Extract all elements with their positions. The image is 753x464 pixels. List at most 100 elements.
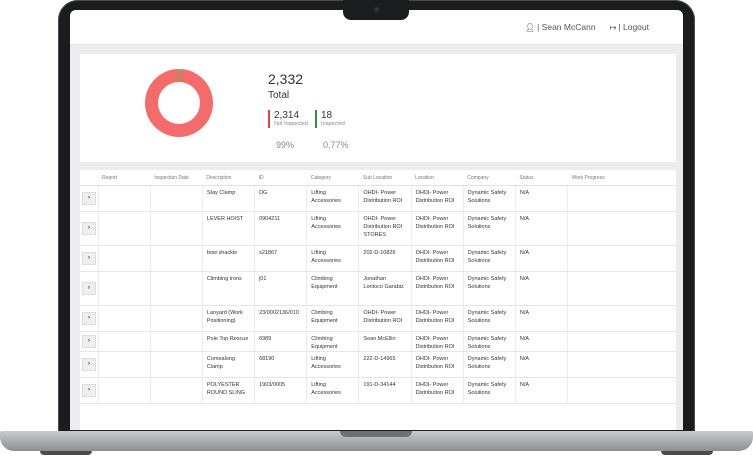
table-cell: DG bbox=[254, 185, 307, 212]
column-header[interactable]: Description bbox=[202, 170, 255, 186]
user-menu: 👤︎ | Sean McCann ↦ | Logout bbox=[525, 22, 649, 32]
table-cell: OHDI- Power Distribution ROI bbox=[410, 351, 464, 378]
app-screen: 👤︎ | Sean McCann ↦ | Logout 2,332 Total 2,… bbox=[70, 10, 683, 430]
table-cell bbox=[149, 211, 203, 246]
chevron-right-icon[interactable]: › bbox=[82, 312, 96, 325]
column-header[interactable]: Company bbox=[463, 170, 516, 186]
table-cell: OHDI- Power Distribution ROI bbox=[410, 305, 464, 332]
table-cell bbox=[567, 185, 676, 212]
column-header[interactable]: ID bbox=[254, 170, 307, 186]
table-cell: Climbing irons bbox=[201, 271, 255, 306]
camera-icon bbox=[374, 7, 379, 12]
table-cell: 68190 bbox=[254, 351, 307, 378]
logout-icon[interactable]: ↦ bbox=[609, 23, 617, 32]
column-header[interactable]: Status bbox=[515, 170, 568, 186]
table-cell bbox=[149, 351, 203, 378]
column-header[interactable]: Location bbox=[411, 170, 464, 186]
table-row[interactable]: › POLYESTER ROUND SLING 1903/0005 Lifting A… bbox=[80, 377, 676, 404]
table-cell: Dynamic Safety Solutions bbox=[462, 185, 516, 212]
table-cell: N/A bbox=[514, 211, 568, 246]
table-cell bbox=[567, 351, 676, 378]
table-cell: Climbing Equipment bbox=[306, 271, 359, 306]
table-cell: Jonathan Lontoco Garabiz bbox=[358, 271, 412, 306]
table-cell: N/A bbox=[514, 185, 568, 212]
table-cell: 6989 bbox=[254, 331, 307, 352]
table-cell: Lifting Accessories bbox=[306, 245, 359, 272]
expand-cell: › bbox=[80, 271, 99, 306]
column-header[interactable]: Inspection Date bbox=[150, 170, 203, 186]
table-cell: Lifting Accessories bbox=[306, 377, 359, 404]
table-cell: OHDI- Power Distribution ROI bbox=[410, 185, 464, 212]
table-cell bbox=[567, 271, 676, 306]
chevron-right-icon[interactable]: › bbox=[82, 384, 96, 397]
table-row[interactable]: › Comealong Clamp 68190 Lifting Accessories… bbox=[80, 351, 676, 378]
column-header[interactable]: Sub Location bbox=[358, 170, 412, 186]
total-count: 2,332 bbox=[268, 71, 304, 87]
inspected-stat: 18 Inspected bbox=[315, 110, 345, 128]
table-cell: Pole Top Rescue bbox=[201, 331, 255, 352]
table-cell: OHDI- Power Distribution ROI bbox=[358, 185, 412, 212]
chevron-right-icon[interactable]: › bbox=[82, 335, 96, 348]
table-cell bbox=[149, 185, 203, 212]
table-cell: LEVER HOIST bbox=[201, 211, 255, 246]
column-header[interactable]: Category bbox=[306, 170, 359, 186]
table-cell bbox=[97, 377, 151, 404]
expand-cell: › bbox=[80, 305, 99, 332]
table-row[interactable]: › LEVER HOIST 0904211 Lifting Accessories OH… bbox=[80, 211, 676, 246]
table-cell bbox=[149, 377, 203, 404]
table-cell: 222-D-14965 bbox=[358, 351, 412, 378]
table-row[interactable]: › Pole Top Rescue 6989 Climbing Equipment Se… bbox=[80, 331, 676, 352]
chevron-right-icon[interactable]: › bbox=[82, 192, 96, 205]
expand-cell: › bbox=[80, 377, 99, 404]
table-cell: Lifting Accessories bbox=[306, 211, 359, 246]
table-row[interactable]: › Lanyard (Work Positioning) 23/0002136/01… bbox=[80, 305, 676, 332]
inspection-table: Report Inspection Date Description ID Catego… bbox=[80, 170, 676, 404]
table-cell: Sean McEllin bbox=[358, 331, 412, 352]
table-cell bbox=[97, 331, 151, 352]
inspection-summary: 2,332 Total 2,314 Not Inspected 18 Inspe… bbox=[80, 54, 676, 162]
inspected-label: Inspected bbox=[321, 121, 345, 127]
table-cell: OHDI- Power Distribution ROI bbox=[410, 245, 464, 272]
chevron-right-icon[interactable]: › bbox=[82, 222, 96, 235]
table-cell: Climbing Equipment bbox=[306, 331, 359, 352]
table-cell: bow shackle bbox=[201, 245, 255, 272]
inspected-count: 18 bbox=[321, 110, 333, 121]
not-inspected-percent: 99% bbox=[276, 140, 295, 150]
table-row[interactable]: › Climbing irons j01 Climbing Equipment Jona… bbox=[80, 271, 676, 306]
laptop-base bbox=[0, 431, 753, 451]
table-cell bbox=[97, 271, 151, 306]
table-cell: POLYESTER ROUND SLING bbox=[201, 377, 255, 404]
table-cell: Lifting Accessories bbox=[306, 185, 359, 212]
table-cell: N/A bbox=[514, 377, 568, 404]
table-row[interactable]: › Stay Clamp DG Lifting Accessories OHDI- Po… bbox=[80, 185, 676, 212]
table-cell bbox=[97, 185, 151, 212]
table-cell bbox=[97, 351, 151, 378]
table-cell bbox=[149, 245, 203, 272]
column-header[interactable]: Work Progress bbox=[567, 170, 676, 186]
table-cell: j01 bbox=[254, 271, 307, 306]
expand-cell: › bbox=[80, 351, 99, 378]
inspection-table-panel: Report Inspection Date Description ID Catego… bbox=[80, 170, 676, 430]
table-cell: Stay Clamp bbox=[201, 185, 255, 212]
table-cell bbox=[149, 305, 203, 332]
laptop-base-notch bbox=[340, 431, 412, 437]
column-header[interactable]: Report bbox=[98, 170, 151, 186]
expand-cell: › bbox=[80, 245, 99, 272]
logout-link[interactable]: | Logout bbox=[618, 22, 649, 32]
table-cell: Dynamic Safety Solutions bbox=[462, 211, 516, 246]
chevron-right-icon[interactable]: › bbox=[82, 282, 96, 295]
inspected-percent: 0.77% bbox=[323, 140, 349, 150]
chevron-right-icon[interactable]: › bbox=[82, 358, 96, 371]
user-name[interactable]: | Sean McCann bbox=[537, 22, 596, 32]
laptop-foot-left bbox=[40, 451, 92, 455]
table-cell: 202-D-10826 bbox=[358, 245, 412, 272]
table-cell: OHDI- Power Distribution ROI bbox=[358, 305, 412, 332]
table-row[interactable]: › bow shackle s21867 Lifting Accessories 202… bbox=[80, 245, 676, 272]
table-cell: Comealong Clamp bbox=[201, 351, 255, 378]
table-body: › Stay Clamp DG Lifting Accessories OHDI- Po… bbox=[80, 185, 676, 404]
donut-center bbox=[158, 82, 200, 124]
chevron-right-icon[interactable]: › bbox=[82, 252, 96, 265]
table-cell: Climbing Equipment bbox=[306, 305, 359, 332]
table-cell bbox=[567, 245, 676, 272]
table-cell: s21867 bbox=[254, 245, 307, 272]
